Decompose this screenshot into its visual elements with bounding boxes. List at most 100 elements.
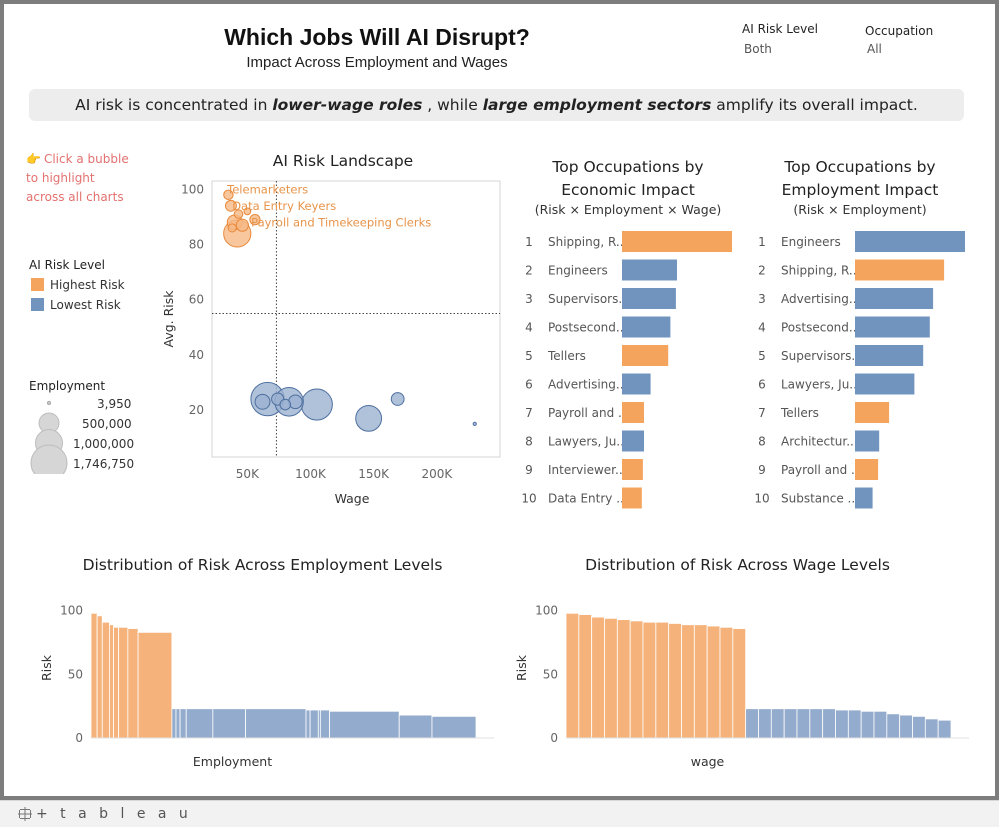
employment-impact-bar[interactable] [855, 459, 879, 480]
wage-distribution-bar[interactable] [912, 715, 926, 739]
employment-impact-category-label[interactable]: Substance .. [781, 492, 855, 506]
employment-impact-category-label[interactable]: Engineers [781, 235, 841, 249]
employment-distribution-bar[interactable] [431, 715, 477, 739]
scatter-bubble[interactable] [235, 218, 249, 232]
wage-distribution-bar[interactable] [693, 624, 708, 739]
employment-distribution-bar[interactable] [171, 708, 177, 739]
economic-impact-bar[interactable] [622, 345, 669, 366]
employment-distribution-bar[interactable] [109, 624, 114, 739]
scatter-bubble[interactable] [390, 392, 405, 406]
scatter-bubble[interactable] [300, 388, 333, 421]
employment-distribution-bar[interactable] [101, 621, 110, 739]
wage-distribution-bar[interactable] [835, 709, 849, 739]
scatter-bubble[interactable] [224, 199, 237, 212]
wage-distribution-bar[interactable] [719, 626, 734, 739]
employment-distribution-bar[interactable] [113, 626, 120, 739]
employment-distribution-bar[interactable] [319, 709, 330, 739]
economic-impact-category-label[interactable]: Tellers [547, 349, 586, 363]
employment-impact-category-label[interactable]: Lawyers, Ju.. [781, 378, 857, 392]
economic-impact-bar[interactable] [622, 231, 732, 252]
employment-distribution-bar[interactable] [305, 709, 311, 739]
economic-impact-bar[interactable] [622, 402, 644, 423]
wage-distribution-bar[interactable] [616, 619, 631, 739]
filter-occupation-value[interactable]: All [867, 42, 882, 56]
wage-distribution-bar[interactable] [668, 623, 682, 739]
economic-impact-chart[interactable]: 1 Shipping, R.. 2 Engineers 3 Supervisors.. 4 P… [515, 226, 740, 516]
economic-impact-category-label[interactable]: Advertising.. [548, 378, 624, 392]
economic-impact-category-label[interactable]: Interviewer.. [548, 463, 623, 477]
filter-risk-level-value[interactable]: Both [744, 42, 772, 56]
employment-impact-bar[interactable] [855, 316, 930, 338]
tableau-brand[interactable]: + t a b l e a u [36, 806, 192, 822]
employment-impact-category-label[interactable]: Supervisors.. [781, 349, 859, 363]
employment-distribution-bar[interactable] [137, 631, 173, 739]
scatter-bubble[interactable] [472, 421, 477, 426]
scatter-chart[interactable]: 20 40 60 80 100 50K 100K 150K 200K Wage Avg. Risk T… [155, 172, 505, 512]
wage-distribution-bar[interactable] [604, 617, 618, 739]
wage-distribution-bar[interactable] [937, 719, 952, 739]
employment-distribution-bar[interactable] [245, 708, 307, 739]
employment-impact-category-label[interactable]: Postsecond.. [781, 321, 857, 335]
scatter-bubble[interactable] [355, 404, 383, 432]
employment-impact-bar[interactable] [855, 402, 890, 423]
wage-distribution-bar[interactable] [706, 625, 721, 739]
wage-distribution-bar[interactable] [758, 708, 772, 739]
economic-impact-category-label[interactable]: Engineers [548, 264, 608, 278]
wage-distribution-bar[interactable] [770, 708, 785, 739]
employment-distribution-bar[interactable] [309, 709, 319, 739]
wage-distribution-bar[interactable] [578, 614, 593, 739]
scatter-bubble[interactable] [254, 393, 271, 410]
risk-legend-swatch-low[interactable] [31, 298, 44, 311]
economic-impact-category-label[interactable]: Postsecond.. [548, 321, 624, 335]
economic-impact-category-label[interactable]: Lawyers, Ju.. [548, 435, 624, 449]
economic-impact-category-label[interactable]: Supervisors.. [548, 292, 626, 306]
employment-impact-bar[interactable] [855, 430, 880, 452]
employment-distribution-bar[interactable] [118, 626, 129, 739]
employment-impact-bar[interactable] [855, 259, 945, 281]
employment-impact-bar[interactable] [855, 345, 924, 366]
employment-impact-category-label[interactable]: Architectur.. [781, 435, 854, 449]
employment-distribution-bar[interactable] [185, 708, 214, 739]
economic-impact-bar[interactable] [622, 487, 642, 509]
scatter-bubble[interactable] [249, 214, 261, 226]
economic-impact-bar[interactable] [622, 459, 643, 480]
wage-distribution-bar[interactable] [873, 710, 888, 739]
wage-distribution-bar[interactable] [886, 713, 901, 739]
wage-distribution-bar[interactable] [860, 710, 875, 739]
wage-distribution-bar[interactable] [732, 628, 747, 739]
wage-distribution-bar[interactable] [796, 708, 811, 739]
scatter-bubble[interactable] [223, 189, 234, 201]
employment-distribution-bar[interactable] [175, 708, 181, 739]
scatter-bubble[interactable] [279, 398, 292, 411]
employment-impact-bar[interactable] [855, 288, 934, 309]
wage-distribution-bar[interactable] [655, 621, 670, 739]
scatter-bubble[interactable] [233, 209, 244, 219]
economic-impact-bar[interactable] [622, 259, 677, 281]
risk-legend-swatch-high[interactable] [31, 278, 44, 291]
wage-distribution-bar[interactable] [681, 624, 695, 739]
employment-distribution-bar[interactable] [398, 714, 433, 739]
wage-distribution-bar[interactable] [642, 621, 657, 739]
employment-distribution-bar[interactable] [90, 612, 98, 739]
employment-impact-bar[interactable] [855, 373, 915, 395]
economic-impact-bar[interactable] [622, 373, 651, 395]
risk-legend-label-high[interactable]: Highest Risk [50, 278, 125, 292]
employment-impact-category-label[interactable]: Tellers [780, 406, 819, 420]
employment-distribution-bar[interactable] [179, 708, 187, 739]
employment-impact-bar[interactable] [855, 487, 873, 509]
wage-distribution-bar[interactable] [591, 616, 605, 739]
risk-legend-label-low[interactable]: Lowest Risk [50, 298, 121, 312]
economic-impact-bar[interactable] [622, 288, 676, 309]
economic-impact-category-label[interactable]: Payroll and .. [548, 406, 626, 420]
employment-impact-category-label[interactable]: Advertising.. [781, 292, 857, 306]
wage-distribution-bar[interactable] [899, 714, 913, 739]
employment-impact-category-label[interactable]: Payroll and .. [781, 463, 859, 477]
employment-impact-chart[interactable]: 1 Engineers 2 Shipping, R.. 3 Advertising.. 4 P… [748, 226, 973, 516]
economic-impact-category-label[interactable]: Shipping, R.. [548, 235, 624, 249]
economic-impact-bar[interactable] [622, 316, 671, 338]
wage-distribution-bar[interactable] [822, 708, 836, 739]
employment-distribution-bar[interactable] [127, 628, 139, 739]
wage-distribution-bar[interactable] [783, 708, 798, 739]
scatter-bubble[interactable] [243, 207, 252, 216]
wage-distribution-bar[interactable] [629, 620, 644, 739]
